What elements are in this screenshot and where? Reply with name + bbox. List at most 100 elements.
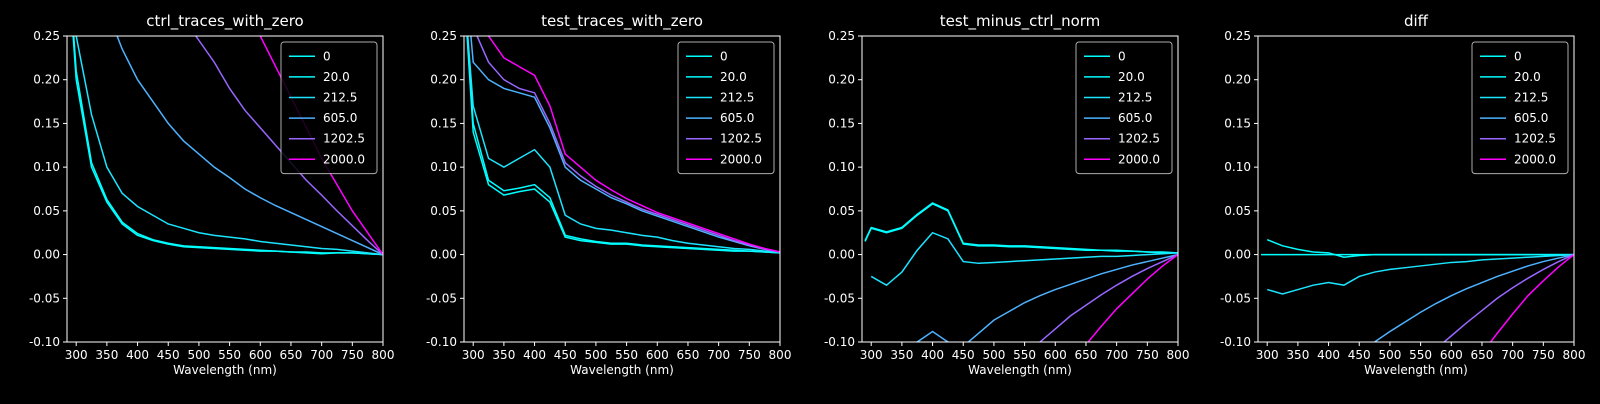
legend-label: 20.0 — [323, 70, 350, 84]
data-line — [194, 36, 383, 256]
data-line — [1038, 253, 1178, 342]
y-tick-label: 0.05 — [1224, 204, 1251, 218]
x-tick-label: 450 — [157, 348, 180, 362]
legend-label: 605.0 — [720, 111, 754, 125]
subplot-title: ctrl_traces_with_zero — [146, 12, 303, 31]
x-tick-label: 450 — [554, 348, 577, 362]
legend: 0 20.0 212.5 605.0 1202.5 2000.0 — [280, 41, 378, 175]
y-tick-label: 0.15 — [828, 116, 855, 130]
y-tick-label: 0.00 — [828, 248, 855, 262]
x-tick-label: 800 — [1167, 348, 1190, 362]
x-tick-label: 800 — [372, 348, 395, 362]
y-tick-label: -0.05 — [824, 291, 855, 305]
legend-label: 0 — [323, 49, 331, 63]
x-tick-label: 650 — [280, 348, 303, 362]
y-tick-label: 0.00 — [1224, 248, 1251, 262]
y-tick-label: 0.25 — [1224, 29, 1251, 43]
x-tick-label: 400 — [523, 348, 546, 362]
y-tick-label: -0.05 — [29, 291, 60, 305]
y-tick-label: 0.20 — [430, 73, 457, 87]
y-tick-label: 0.05 — [430, 204, 457, 218]
x-tick-label: 750 — [738, 348, 761, 362]
data-line — [1373, 253, 1574, 342]
legend-label: 212.5 — [1118, 91, 1152, 105]
x-tick-label: 750 — [1136, 348, 1159, 362]
y-tick-label: 0.00 — [430, 248, 457, 262]
x-tick-label: 350 — [1286, 348, 1309, 362]
x-tick-label: 600 — [1440, 348, 1463, 362]
subplot: test_minus_ctrl_norm Wavelength (nm) 300 35… — [824, 12, 1190, 377]
y-tick-label: -0.10 — [1220, 335, 1251, 349]
data-line — [1266, 239, 1574, 258]
data-line — [470, 36, 780, 253]
axes-frame — [463, 35, 781, 343]
legend-label: 2000.0 — [323, 152, 365, 166]
data-line — [1266, 253, 1574, 295]
y-tick-label: 0.10 — [828, 160, 855, 174]
data-line — [466, 36, 780, 253]
y-tick-label: 0.15 — [33, 116, 60, 130]
legend-label: 2000.0 — [720, 152, 762, 166]
plot-area — [1261, 239, 1574, 342]
legend-label: 20.0 — [1514, 70, 1541, 84]
y-tick-label: 0.00 — [33, 248, 60, 262]
x-tick-label: 400 — [921, 348, 944, 362]
y-tick-label: 0.05 — [828, 204, 855, 218]
legend-label: 20.0 — [1118, 70, 1145, 84]
legend-box — [1075, 41, 1173, 175]
legend-label: 1202.5 — [720, 132, 762, 146]
y-tick-label: -0.10 — [426, 335, 457, 349]
x-axis-label: Wavelength (nm) — [968, 363, 1072, 377]
legend-label: 212.5 — [323, 91, 357, 105]
legend-label: 1202.5 — [1118, 132, 1160, 146]
legend: 0 20.0 212.5 605.0 1202.5 2000.0 — [1471, 41, 1569, 175]
data-line — [466, 36, 780, 254]
x-tick-label: 300 — [65, 348, 88, 362]
x-tick-label: 500 — [1378, 348, 1401, 362]
legend-box — [1471, 41, 1569, 175]
x-tick-label: 350 — [890, 348, 913, 362]
y-tick-label: 0.15 — [1224, 116, 1251, 130]
axes-frame — [861, 35, 1179, 343]
x-tick-label: 750 — [1532, 348, 1555, 362]
legend-label: 0 — [1514, 49, 1522, 63]
legend-label: 1202.5 — [323, 132, 365, 146]
legend-label: 605.0 — [1118, 111, 1152, 125]
y-tick-label: -0.10 — [29, 335, 60, 349]
x-tick-label: 350 — [492, 348, 515, 362]
x-axis-label: Wavelength (nm) — [570, 363, 674, 377]
y-tick-label: -0.05 — [426, 291, 457, 305]
y-tick-label: 0.05 — [33, 204, 60, 218]
legend-label: 212.5 — [720, 91, 754, 105]
y-tick-label: 0.25 — [33, 29, 60, 43]
plot-area — [864, 202, 1178, 342]
x-tick-label: 750 — [341, 348, 364, 362]
x-tick-label: 600 — [249, 348, 272, 362]
x-tick-label: 650 — [677, 348, 700, 362]
axes-frame — [1257, 35, 1575, 343]
data-line — [1087, 253, 1178, 342]
x-tick-label: 300 — [860, 348, 883, 362]
legend-label: 212.5 — [1514, 91, 1548, 105]
legend-label: 20.0 — [720, 70, 747, 84]
x-tick-label: 550 — [615, 348, 638, 362]
x-tick-label: 650 — [1471, 348, 1494, 362]
x-tick-label: 550 — [1013, 348, 1036, 362]
data-line — [1442, 253, 1574, 342]
y-tick-label: 0.25 — [828, 29, 855, 43]
y-tick-label: -0.05 — [1220, 291, 1251, 305]
legend-label: 1202.5 — [1514, 132, 1556, 146]
subplot-title: diff — [1404, 12, 1429, 30]
x-tick-label: 400 — [126, 348, 149, 362]
x-tick-label: 500 — [982, 348, 1005, 362]
axes-frame — [66, 35, 384, 343]
data-line — [476, 36, 780, 253]
data-line — [864, 202, 1178, 254]
x-tick-label: 550 — [1409, 348, 1432, 362]
data-line — [916, 253, 1178, 342]
data-line — [75, 36, 383, 256]
subplot: ctrl_traces_with_zero Wavelength (nm) 300 3… — [29, 12, 395, 377]
x-tick-label: 700 — [1105, 348, 1128, 362]
x-tick-label: 300 — [462, 348, 485, 362]
data-line — [72, 36, 383, 256]
